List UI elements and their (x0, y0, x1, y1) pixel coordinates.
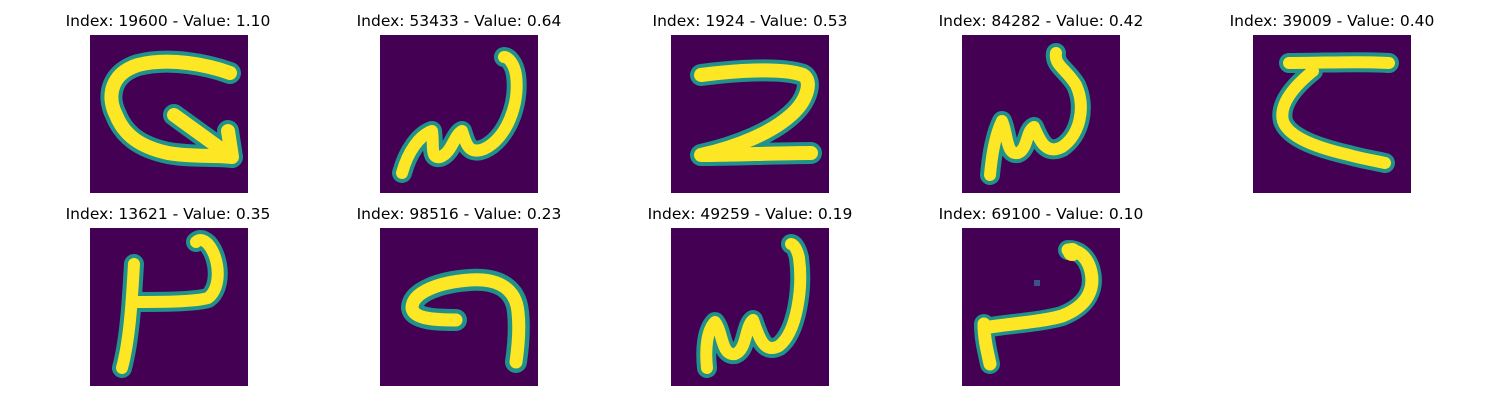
panel-title-5: Index: 13621 - Value: 0.35 (65, 205, 271, 223)
glyph-image (962, 35, 1120, 193)
panel-title-1: Index: 53433 - Value: 0.64 (356, 12, 562, 30)
image-panel-0 (90, 35, 248, 193)
panel-title-3: Index: 84282 - Value: 0.42 (938, 12, 1144, 30)
glyph-image (380, 35, 538, 193)
image-panel-5 (90, 228, 248, 386)
image-panel-4 (1253, 35, 1411, 193)
image-panel-7 (671, 228, 829, 386)
image-panel-1 (380, 35, 538, 193)
image-panel-3 (962, 35, 1120, 193)
glyph-image (90, 35, 248, 193)
glyph-image (90, 228, 248, 386)
image-panel-2 (671, 35, 829, 193)
panel-title-4: Index: 39009 - Value: 0.40 (1229, 12, 1435, 30)
panel-title-7: Index: 49259 - Value: 0.19 (647, 205, 853, 223)
panel-title-2: Index: 1924 - Value: 0.53 (652, 12, 848, 30)
glyph-image (962, 228, 1120, 386)
panel-title-8: Index: 69100 - Value: 0.10 (938, 205, 1144, 223)
glyph-image (380, 228, 538, 386)
panel-title-6: Index: 98516 - Value: 0.23 (356, 205, 562, 223)
image-panel-8 (962, 228, 1120, 386)
image-panel-6 (380, 228, 538, 386)
panel-title-0: Index: 19600 - Value: 1.10 (65, 12, 271, 30)
glyph-image (1253, 35, 1411, 193)
glyph-image (671, 228, 829, 386)
glyph-image (671, 35, 829, 193)
